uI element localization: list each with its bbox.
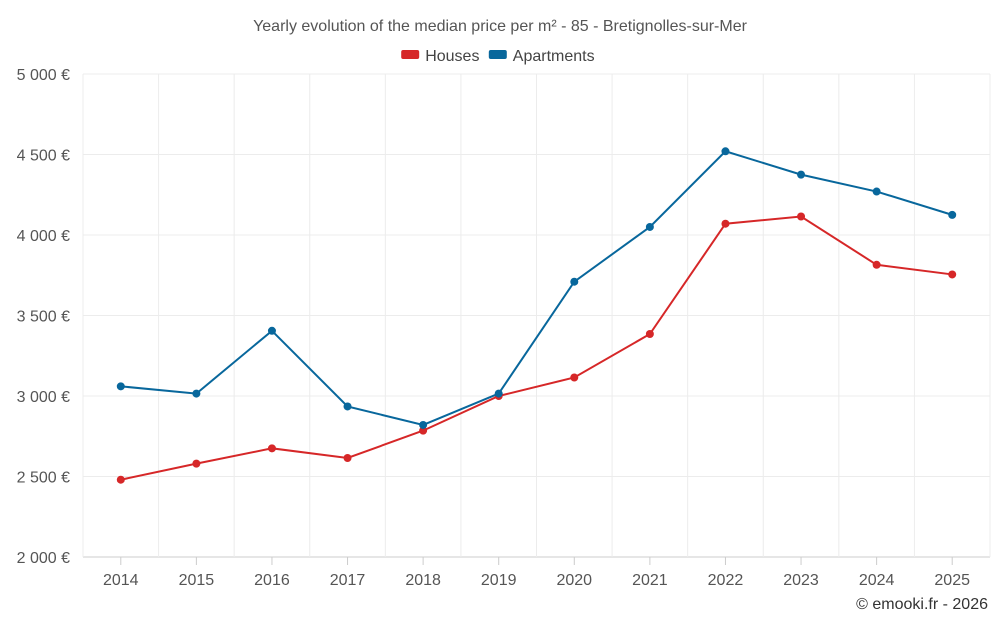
data-point-houses[interactable]	[721, 219, 730, 228]
y-tick-label: 2 000 €	[17, 550, 70, 567]
y-tick-label: 3 500 €	[17, 309, 70, 326]
legend-swatch	[488, 50, 507, 59]
data-point-houses[interactable]	[116, 475, 125, 484]
data-point-apartments[interactable]	[797, 170, 806, 179]
legend-item-houses[interactable]: Houses	[401, 48, 479, 65]
x-tick-label: 2018	[405, 572, 441, 589]
data-point-houses[interactable]	[267, 444, 276, 453]
data-point-apartments[interactable]	[570, 277, 579, 286]
data-point-houses[interactable]	[419, 426, 428, 435]
x-tick-label: 2025	[934, 572, 970, 589]
data-point-houses[interactable]	[645, 330, 654, 339]
data-point-houses[interactable]	[797, 212, 806, 221]
legend: Houses Apartments	[401, 48, 595, 65]
chart-title: Yearly evolution of the median price per…	[253, 18, 748, 35]
data-point-houses[interactable]	[948, 270, 957, 279]
grid	[82, 73, 991, 558]
legend-label: Houses	[425, 48, 479, 65]
data-point-apartments[interactable]	[116, 382, 125, 391]
data-point-houses[interactable]	[570, 373, 579, 382]
data-point-apartments[interactable]	[494, 389, 503, 398]
data-point-apartments[interactable]	[343, 402, 352, 411]
data-point-apartments[interactable]	[721, 147, 730, 156]
x-tick-label: 2014	[103, 572, 139, 589]
x-tick-label: 2022	[708, 572, 744, 589]
x-tick-label: 2017	[330, 572, 366, 589]
x-axis: 2014 2015 2016 2017 2018 2019 2020 2021 2022 2023…	[103, 557, 970, 589]
data-point-apartments[interactable]	[419, 420, 428, 429]
x-tick-label: 2015	[179, 572, 215, 589]
data-point-apartments[interactable]	[872, 187, 881, 196]
data-point-apartments[interactable]	[645, 222, 654, 231]
x-tick-label: 2024	[859, 572, 895, 589]
y-tick-label: 3 000 €	[17, 389, 70, 406]
y-tick-label: 5 000 €	[17, 67, 70, 84]
x-tick-label: 2019	[481, 572, 517, 589]
data-point-apartments[interactable]	[948, 210, 957, 219]
series-line-houses	[120, 215, 953, 481]
x-tick-label: 2016	[254, 572, 290, 589]
data-point-houses[interactable]	[343, 453, 352, 462]
y-tick-label: 2 500 €	[17, 470, 70, 487]
series-group	[116, 147, 957, 484]
legend-item-apartments[interactable]: Apartments	[488, 48, 595, 65]
x-tick-label: 2021	[632, 572, 668, 589]
x-tick-label: 2023	[783, 572, 819, 589]
data-point-houses[interactable]	[192, 459, 201, 468]
x-tick-label: 2020	[556, 572, 592, 589]
credit-text: © emooki.fr - 2026	[856, 596, 988, 613]
legend-swatch	[401, 50, 420, 59]
series-line-apartments	[120, 150, 953, 427]
legend-label: Apartments	[513, 48, 595, 65]
data-point-apartments[interactable]	[267, 326, 276, 335]
y-axis: 2 000 € 2 500 € 3 000 € 3 500 € 4 000 € 4 500…	[17, 67, 70, 567]
y-tick-label: 4 000 €	[17, 228, 70, 245]
y-tick-label: 4 500 €	[17, 148, 70, 165]
data-point-apartments[interactable]	[192, 389, 201, 398]
data-point-houses[interactable]	[872, 260, 881, 269]
